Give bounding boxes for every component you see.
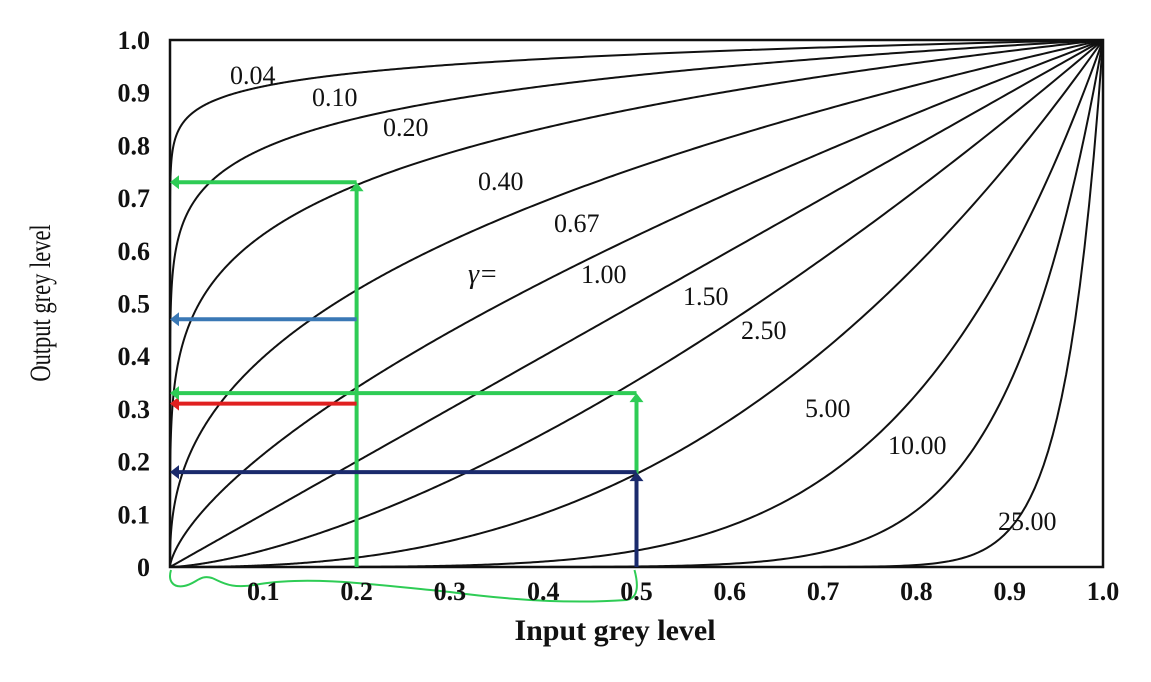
x-tick-label: 0.8 xyxy=(900,577,933,606)
x-tick-label: 0.4 xyxy=(527,577,560,606)
y-tick-label: 0.1 xyxy=(118,500,151,529)
gamma-prefix: γ= xyxy=(468,259,498,290)
gamma-curve-1.00 xyxy=(169,39,1104,568)
gamma-curve-25.00 xyxy=(170,39,1104,568)
curve-label-10.00: 10.00 xyxy=(888,431,947,460)
y-tick-label: 0.5 xyxy=(118,290,151,319)
curves-group xyxy=(169,39,1104,568)
curve-label-25.00: 25.00 xyxy=(998,507,1057,536)
annotations-group xyxy=(169,175,644,603)
curve-label-0.20: 0.20 xyxy=(383,113,429,142)
y-tick-label: 0.4 xyxy=(118,342,151,371)
curve-label-1.50: 1.50 xyxy=(683,282,729,311)
curve-label-1.00: 1.00 xyxy=(581,260,627,289)
gamma-curve-0.10 xyxy=(169,39,1104,567)
gamma-curve-0.40 xyxy=(169,39,1104,567)
x-tick-label: 1.0 xyxy=(1087,577,1120,606)
y-tick-label: 0 xyxy=(137,553,150,582)
y-axis-label: Output grey level xyxy=(23,224,57,381)
arrow-head xyxy=(170,465,179,480)
arrow-head xyxy=(349,182,364,192)
x-tick-label: 0.9 xyxy=(993,577,1026,606)
x-tick-label: 0.1 xyxy=(247,577,280,606)
x-tick-label: 0.3 xyxy=(434,577,467,606)
x-tick-label: 0.5 xyxy=(620,577,653,606)
arrow-head xyxy=(170,175,179,190)
arrow-head xyxy=(170,386,179,401)
curve-label-0.67: 0.67 xyxy=(554,209,600,238)
x-tick-label: 0.6 xyxy=(714,577,747,606)
curve-label-0.40: 0.40 xyxy=(478,167,524,196)
gamma-curve-0.67 xyxy=(169,39,1104,568)
arrow-head xyxy=(170,312,179,327)
curve-label-2.50: 2.50 xyxy=(741,316,787,345)
gamma-curve-0.04 xyxy=(169,39,1104,567)
y-tick-label: 1.0 xyxy=(118,26,151,55)
scribble-underline xyxy=(169,569,638,603)
arrow-head xyxy=(170,396,179,411)
y-tick-label: 0.8 xyxy=(118,131,151,160)
y-tick-label: 0.6 xyxy=(118,237,151,266)
arrow-head xyxy=(629,393,644,403)
y-tick-label: 0.9 xyxy=(118,79,151,108)
x-tick-labels: 0.1 0.2 0.3 0.4 0.5 0.6 0.7 0.8 0.9 1.0 xyxy=(247,577,1119,606)
y-tick-label: 0.3 xyxy=(118,395,151,424)
curve-labels: 0.04 0.10 0.20 0.40 0.67 1.00 1.50 2.50 5.00 10.0… xyxy=(230,61,1057,536)
curve-label-5.00: 5.00 xyxy=(805,394,851,423)
curve-label-0.04: 0.04 xyxy=(230,61,276,90)
y-tick-label: 0.7 xyxy=(118,184,151,213)
x-axis-label: Input grey level xyxy=(514,614,715,647)
y-tick-labels: 0 0.1 0.2 0.3 0.4 0.5 0.6 0.7 0.8 0.9 1.0 xyxy=(118,26,151,582)
x-tick-label: 0.2 xyxy=(340,577,373,606)
curve-label-0.10: 0.10 xyxy=(312,83,358,112)
arrow-head xyxy=(629,472,644,482)
x-tick-label: 0.7 xyxy=(807,577,840,606)
gamma-curve-0.20 xyxy=(169,39,1104,567)
y-tick-label: 0.2 xyxy=(118,448,151,477)
